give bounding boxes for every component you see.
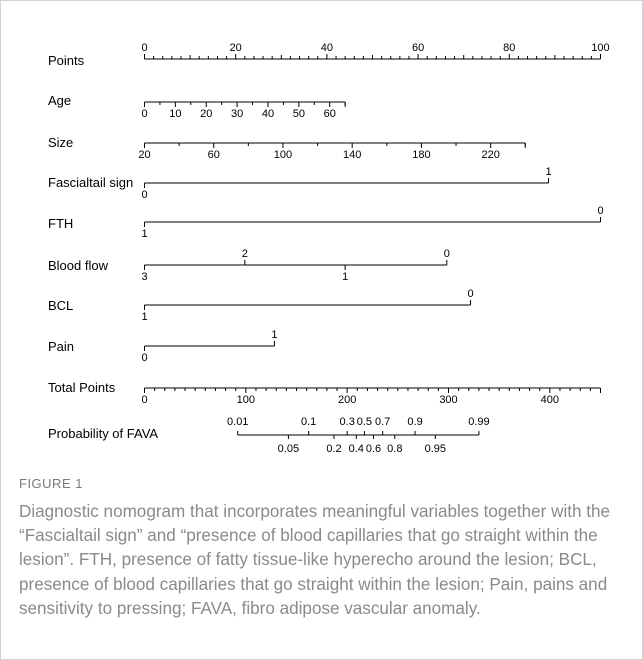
- fascialtail-sign-tick-label: 0: [141, 189, 147, 201]
- fth-tick-label: 1: [141, 228, 147, 240]
- probability-tick-label: 0.4: [349, 443, 364, 455]
- size-tick-label: 220: [481, 149, 499, 161]
- probability-tick-label: 0.95: [425, 443, 446, 455]
- total-points-tick-label: 0: [141, 394, 147, 406]
- blood-flow-tick-label: 3: [141, 271, 147, 283]
- probability-tick-label: 0.6: [366, 443, 381, 455]
- row-label-fth: FTH: [48, 216, 73, 231]
- total-points-tick-label: 100: [237, 394, 255, 406]
- probability-tick-label: 0.5: [357, 416, 372, 428]
- age-tick-label: 30: [231, 108, 243, 120]
- row-label-total-points: Total Points: [48, 380, 116, 395]
- age-tick-label: 50: [293, 108, 305, 120]
- blood-flow-tick-label: 1: [342, 271, 348, 283]
- probability-tick-label: 0.3: [340, 416, 355, 428]
- figure-label: FIGURE 1: [19, 476, 83, 491]
- total-points-tick-label: 200: [338, 394, 356, 406]
- points-tick-label: 100: [591, 42, 609, 54]
- points-tick-label: 60: [412, 42, 424, 54]
- probability-tick-label: 0.8: [387, 443, 402, 455]
- size-tick-label: 140: [343, 149, 361, 161]
- age-tick-label: 20: [200, 108, 212, 120]
- points-tick-label: 0: [141, 42, 147, 54]
- row-label-bcl: BCL: [48, 298, 73, 313]
- fascialtail-sign-tick-label: 1: [545, 166, 551, 178]
- figure-caption: Diagnostic nomogram that incorporates me…: [19, 502, 611, 618]
- age-tick-label: 0: [141, 108, 147, 120]
- row-label-pain: Pain: [48, 339, 74, 354]
- blood-flow-tick-label: 0: [444, 248, 450, 260]
- total-points-tick-label: 300: [439, 394, 457, 406]
- probability-tick-label: 0.2: [326, 443, 341, 455]
- size-tick-label: 20: [138, 149, 150, 161]
- pain-tick-label: 0: [141, 352, 147, 364]
- row-label-size: Size: [48, 135, 73, 150]
- age-tick-label: 10: [169, 108, 181, 120]
- row-label-probability-of-fava: Probability of FAVA: [48, 426, 158, 441]
- points-tick-label: 80: [503, 42, 515, 54]
- probability-tick-label: 0.7: [375, 416, 390, 428]
- bcl-tick-label: 0: [467, 288, 473, 300]
- points-tick-label: 40: [321, 42, 333, 54]
- row-label-fascialtail-sign: Fascialtail sign: [48, 175, 133, 190]
- probability-tick-label: 0.99: [468, 416, 489, 428]
- age-tick-label: 40: [262, 108, 274, 120]
- probability-tick-label: 0.9: [407, 416, 422, 428]
- size-tick-label: 60: [208, 149, 220, 161]
- points-tick-label: 20: [230, 42, 242, 54]
- fth-tick-label: 0: [597, 205, 603, 217]
- total-points-tick-label: 400: [541, 394, 559, 406]
- bcl-tick-label: 1: [141, 311, 147, 323]
- probability-tick-label: 0.01: [227, 416, 248, 428]
- pain-tick-label: 1: [271, 329, 277, 341]
- blood-flow-tick-label: 2: [242, 248, 248, 260]
- size-tick-label: 100: [274, 149, 292, 161]
- row-label-points: Points: [48, 53, 85, 68]
- row-label-age: Age: [48, 93, 71, 108]
- row-label-blood-flow: Blood flow: [48, 258, 109, 273]
- probability-tick-label: 0.05: [278, 443, 299, 455]
- probability-tick-label: 0.1: [301, 416, 316, 428]
- size-tick-label: 180: [412, 149, 430, 161]
- age-tick-label: 60: [324, 108, 336, 120]
